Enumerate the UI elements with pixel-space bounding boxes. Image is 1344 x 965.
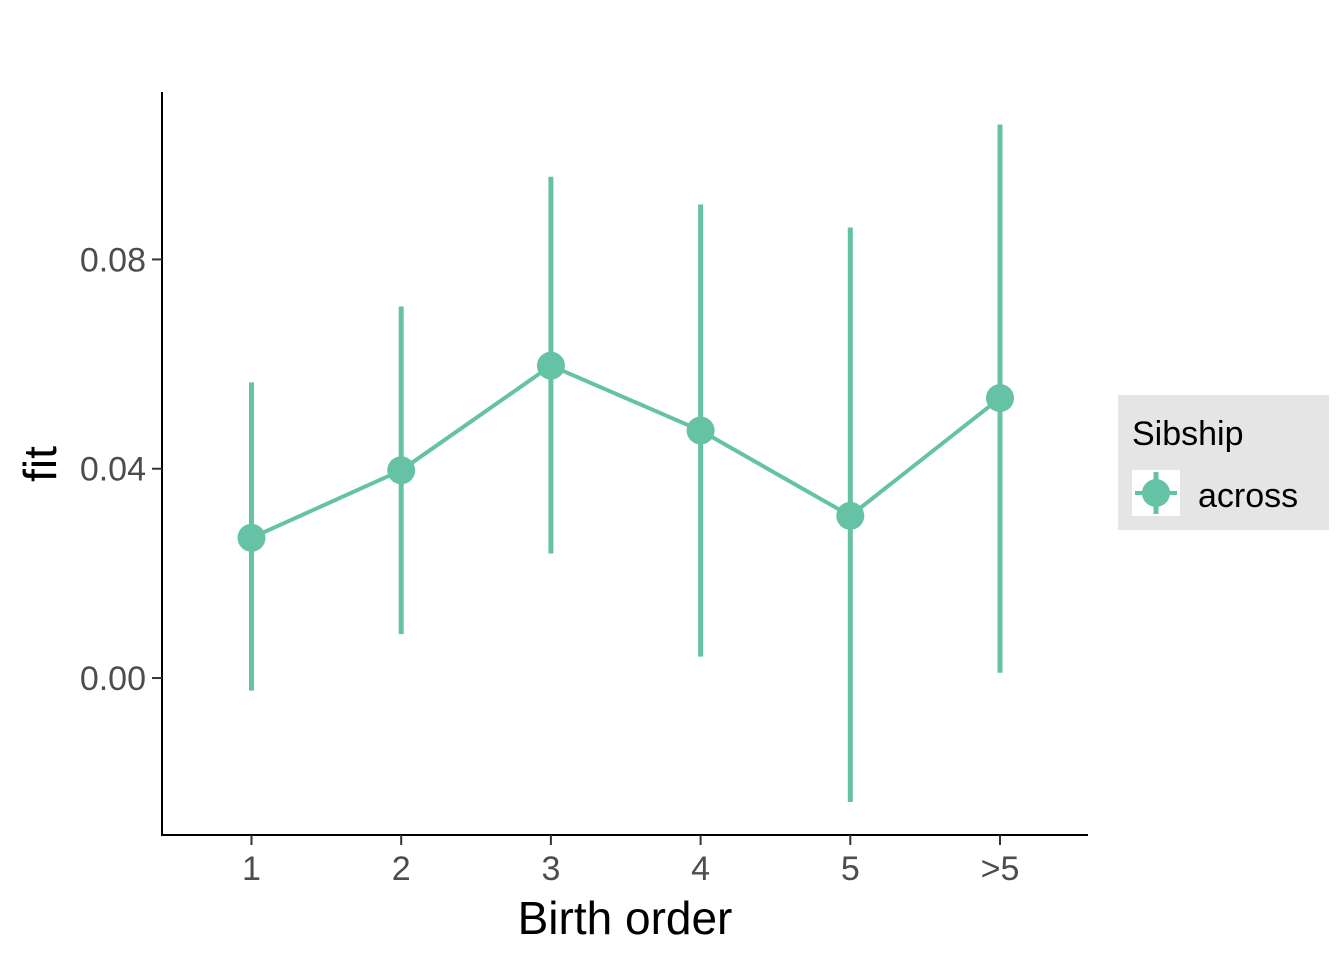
data-layer <box>237 124 1014 803</box>
x-tick-label: 5 <box>841 850 860 888</box>
y-tick-label: 0.04 <box>80 451 146 489</box>
axes <box>161 92 1088 836</box>
data-point <box>686 416 715 445</box>
data-point <box>536 351 565 380</box>
legend-key-across <box>1135 472 1177 514</box>
data-point <box>836 501 865 530</box>
legend-title: Sibship <box>1132 415 1244 453</box>
x-tick-label: 4 <box>691 850 710 888</box>
legend-key-point <box>1142 479 1170 507</box>
y-axis-title: fit <box>14 446 66 482</box>
series-line-across <box>250 363 1002 540</box>
data-point <box>237 523 266 552</box>
x-tick-label: 2 <box>392 850 411 888</box>
ticks: 1 2 3 4 5 >5 0.00 0.04 0.08 <box>80 241 1020 888</box>
data-point <box>387 456 416 485</box>
x-axis-title: Birth order <box>518 892 733 944</box>
x-tick-label: 1 <box>242 850 261 888</box>
x-tick-label: >5 <box>981 850 1020 888</box>
legend: Sibship across <box>1118 395 1329 530</box>
y-tick-label: 0.00 <box>80 660 146 698</box>
x-tick-label: 3 <box>541 850 560 888</box>
legend-label-across: across <box>1198 477 1298 515</box>
y-tick-label: 0.08 <box>80 241 146 279</box>
data-point <box>986 384 1014 413</box>
